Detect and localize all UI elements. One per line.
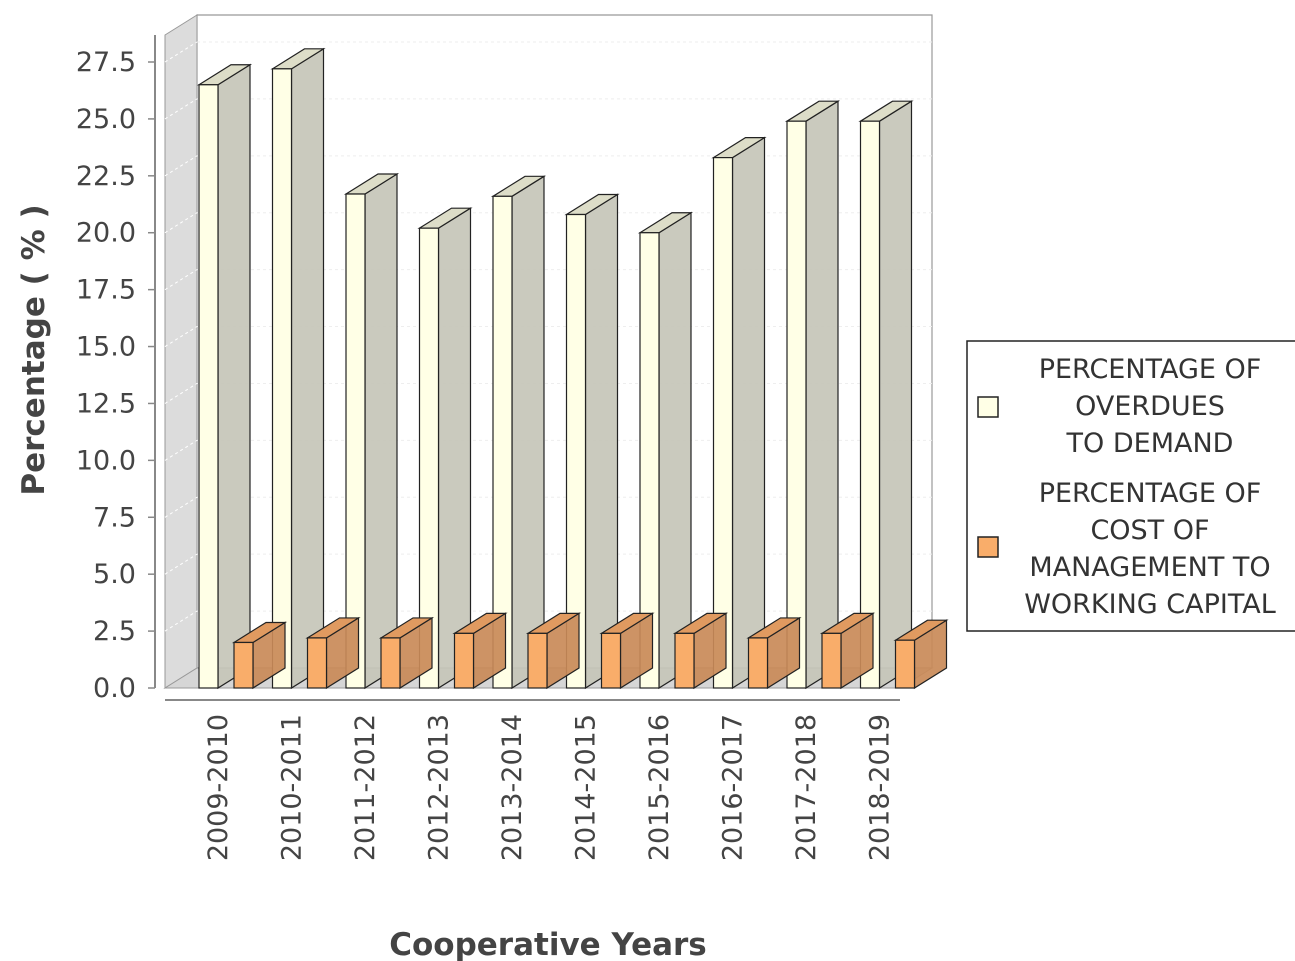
bar-series1-front	[271, 68, 293, 689]
y-tick-label: 22.5	[76, 161, 136, 192]
bar-series2	[305, 616, 361, 690]
bar-series2-front	[380, 637, 401, 689]
bar-series1	[270, 47, 326, 690]
gridline-side	[164, 326, 198, 347]
bar-series2	[525, 612, 582, 690]
bar-series1-side	[731, 136, 766, 690]
bar-series1	[858, 100, 914, 690]
bar-series1-side	[805, 100, 839, 690]
x-tick-label: 2013-2014	[497, 714, 528, 861]
y-tick-label: 25.0	[76, 104, 136, 135]
bar-series2	[231, 621, 288, 690]
y-tick-label: 15.0	[76, 332, 136, 363]
legend-swatch	[977, 536, 999, 558]
bar-series2-front	[894, 639, 916, 689]
x-tick-label: 2016-2017	[718, 714, 749, 861]
gridline-side	[164, 41, 198, 63]
y-tick-label: 17.5	[76, 275, 136, 306]
bar-series1	[490, 175, 547, 690]
bar-series2	[893, 619, 949, 690]
legend-label: MANAGEMENT TO	[1029, 552, 1270, 583]
gridline-side	[164, 155, 198, 177]
gridline-side	[164, 383, 198, 404]
bar-series1-side	[290, 47, 325, 690]
y-tick-label: 10.0	[76, 445, 136, 476]
gridline-side	[164, 269, 198, 291]
bar-series1-side	[511, 175, 545, 690]
bar-series1	[196, 63, 253, 690]
x-tick-label: 2015-2016	[644, 714, 675, 861]
bar-series1	[417, 207, 473, 690]
bar-series1	[637, 211, 694, 690]
bar-series1-front	[565, 213, 587, 689]
bar-series2-front	[453, 632, 475, 689]
bar-series1-front	[859, 120, 881, 689]
x-tick-label: 2009-2010	[203, 714, 234, 861]
gridline-side	[164, 439, 198, 461]
x-tick-label: 2012-2013	[424, 714, 455, 861]
y-tick-label: 5.0	[93, 559, 136, 590]
bar-series2	[746, 616, 802, 690]
bar-series1-side	[878, 100, 913, 690]
bar-series2-front	[600, 632, 622, 689]
gridline-side	[164, 496, 198, 518]
bar-series2-front	[674, 632, 695, 689]
chart-side-wall	[164, 14, 198, 689]
y-axis-title: Percentage ( % )	[16, 204, 52, 495]
x-axis-title: Cooperative Years	[389, 927, 707, 961]
bar-series2	[672, 612, 729, 690]
bar-series2-front	[527, 632, 548, 689]
legend-label: OVERDUES	[1075, 391, 1225, 422]
legend-label: PERCENTAGE OF	[1039, 354, 1262, 385]
x-tick-label: 2011-2012	[350, 714, 381, 861]
bar-series1	[564, 193, 620, 690]
x-tick-label: 2014-2015	[571, 714, 602, 861]
bar-series1-front	[198, 84, 219, 689]
gridline-side	[164, 98, 198, 120]
gridline-side	[164, 553, 198, 575]
bar-series1	[784, 100, 841, 690]
bar-series2	[452, 612, 508, 690]
y-tick-label: 27.5	[76, 47, 136, 78]
bar-series2	[378, 616, 435, 690]
bar-series1-front	[639, 232, 660, 689]
bar-series2-front	[821, 632, 842, 689]
legend-swatch	[977, 396, 999, 418]
legend-label: PERCENTAGE OF	[1039, 478, 1262, 509]
legend-box	[966, 340, 1295, 632]
y-tick-label: 2.5	[93, 616, 136, 647]
bar-series2	[819, 612, 876, 690]
bar-series1-front	[345, 193, 366, 689]
bar-series1-front	[492, 195, 513, 689]
bar-series1-front	[786, 120, 807, 689]
y-tick-label: 12.5	[76, 388, 136, 419]
bar-series1-side	[584, 193, 619, 690]
gridline-side	[164, 610, 198, 632]
bar-series1-side	[217, 63, 251, 690]
legend-label: WORKING CAPITAL	[1024, 589, 1276, 620]
bar-series1-side	[364, 172, 398, 690]
bar-series2-front	[306, 637, 328, 689]
y-tick-label: 20.0	[76, 218, 136, 249]
bar-series2-front	[233, 641, 254, 689]
legend-label: TO DEMAND	[1066, 428, 1234, 459]
bar-series1-side	[437, 207, 472, 690]
x-tick-label: 2010-2011	[277, 714, 308, 861]
bar-series1	[711, 136, 767, 690]
bar-series2	[599, 612, 655, 690]
bar-series1-front	[418, 227, 440, 689]
bar-series1-side	[658, 211, 692, 690]
gridline-side	[164, 212, 198, 234]
bar-series1-front	[712, 157, 734, 689]
x-tick-label: 2018-2019	[865, 714, 896, 861]
bar-series2-front	[747, 637, 769, 689]
x-tick-label: 2017-2018	[791, 714, 822, 861]
bar-series1	[343, 172, 400, 690]
y-tick-label: 0.0	[93, 673, 136, 704]
legend-label: COST OF	[1090, 515, 1209, 546]
y-tick-label: 7.5	[93, 502, 136, 533]
